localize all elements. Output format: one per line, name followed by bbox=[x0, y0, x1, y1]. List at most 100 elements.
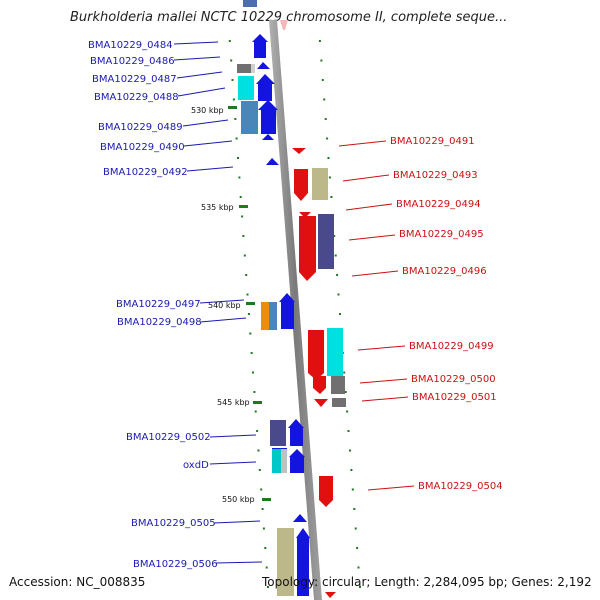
leader-line bbox=[348, 234, 396, 241]
gene-glyph-0484 bbox=[252, 34, 268, 58]
gene-label[interactable]: BMA10229_0484 bbox=[88, 40, 173, 51]
gene-label[interactable]: BMA10229_0488 bbox=[94, 92, 179, 103]
gene-label[interactable]: BMA10229_0501 bbox=[412, 392, 497, 403]
ruler-dot bbox=[254, 410, 257, 413]
kbp-tick-mark bbox=[253, 401, 262, 404]
gene-label[interactable]: BMA10229_0496 bbox=[402, 266, 487, 277]
gene-glyph-0499 bbox=[308, 330, 324, 380]
ruler-dot bbox=[343, 371, 346, 374]
chromosome-backbone bbox=[269, 20, 322, 600]
leader-line bbox=[209, 434, 257, 438]
gene-glyph-0498 bbox=[279, 293, 295, 329]
leader-line bbox=[177, 87, 226, 97]
leader-line bbox=[173, 41, 219, 45]
kbp-tick-540: 540 kbp bbox=[208, 301, 241, 310]
forward-gene-glyphs bbox=[237, 0, 310, 596]
gene-label[interactable]: BMA10229_0491 bbox=[390, 136, 475, 147]
ruler-dot bbox=[333, 235, 336, 237]
ruler-dot bbox=[347, 430, 350, 432]
forward-leader-lines bbox=[173, 41, 263, 564]
ruler-dot bbox=[265, 566, 268, 569]
gene-glyph-0505 bbox=[293, 514, 307, 522]
gene-glyph-0489 bbox=[258, 100, 278, 134]
leader-line bbox=[209, 461, 257, 465]
gene-label[interactable]: BMA10229_0500 bbox=[411, 374, 496, 385]
ruler-dot bbox=[324, 118, 327, 120]
leader-line bbox=[183, 140, 233, 147]
ruler-dot bbox=[353, 508, 356, 510]
gene-label[interactable]: BMA10229_0490 bbox=[100, 142, 185, 153]
ruler-dot bbox=[258, 469, 261, 471]
gene-glyph-0487-cap bbox=[251, 64, 255, 73]
gene-label[interactable]: BMA10229_0498 bbox=[117, 317, 202, 328]
ruler-dot bbox=[262, 527, 265, 530]
leader-line bbox=[361, 396, 409, 402]
gene-label[interactable]: BMA10229_0487 bbox=[92, 74, 177, 85]
gene-label[interactable]: BMA10229_0492 bbox=[103, 167, 188, 178]
ruler-dot bbox=[327, 157, 330, 159]
gene-glyph-0495 bbox=[299, 216, 316, 281]
kbp-tick-mark bbox=[228, 106, 237, 109]
gene-glyph-0506 bbox=[296, 528, 310, 596]
ruler-dot bbox=[321, 79, 324, 81]
gene-label[interactable]: BMA10229_0494 bbox=[396, 199, 481, 210]
ruler-dot bbox=[339, 313, 341, 315]
gene-label[interactable]: BMA10229_0505 bbox=[131, 518, 216, 529]
ruler-dot bbox=[253, 391, 256, 393]
gene-glyph-0502-box bbox=[270, 420, 286, 446]
ruler-dot bbox=[231, 79, 234, 81]
leader-line bbox=[199, 317, 247, 323]
ruler-dot bbox=[237, 157, 239, 159]
gene-glyph-0488-box bbox=[238, 76, 254, 100]
ruler-dot bbox=[230, 59, 233, 62]
ruler-dot bbox=[243, 254, 246, 257]
gene-label[interactable]: BMA10229_0495 bbox=[399, 229, 484, 240]
top-marker bbox=[280, 20, 288, 30]
kbp-tick-530: 530 kbp bbox=[191, 106, 224, 115]
gene-glyph-oxdD-box bbox=[272, 449, 281, 473]
gene-label[interactable]: BMA10229_0489 bbox=[98, 122, 183, 133]
ruler-dot bbox=[239, 196, 242, 198]
gene-glyph-0497-box2 bbox=[269, 302, 277, 330]
gene-label[interactable]: BMA10229_0486 bbox=[90, 56, 175, 67]
gene-glyph-0494 bbox=[299, 212, 311, 218]
reverse-gene-glyphs bbox=[292, 148, 346, 598]
gene-glyph-0489-box bbox=[241, 101, 258, 134]
leader-line bbox=[351, 270, 399, 277]
gene-glyph-0504 bbox=[319, 476, 333, 507]
gene-glyph-0500-box bbox=[331, 376, 345, 394]
gene-label[interactable]: BMA10229_0497 bbox=[116, 299, 201, 310]
leader-line bbox=[345, 203, 393, 211]
ruler-dot bbox=[328, 176, 331, 179]
leader-line bbox=[176, 71, 223, 79]
gene-label[interactable]: BMA10229_0493 bbox=[393, 170, 478, 181]
ruler-dot bbox=[326, 137, 329, 140]
ruler-dot bbox=[330, 196, 333, 198]
gene-glyph-0486 bbox=[257, 62, 270, 69]
gene-label[interactable]: BMA10229_0504 bbox=[418, 481, 503, 492]
gene-label[interactable]: oxdD bbox=[183, 460, 209, 471]
ruler-dot bbox=[359, 586, 361, 588]
reverse-gene-labels: BMA10229_0491 BMA10229_0493 BMA10229_049… bbox=[390, 136, 503, 492]
accession-label: Accession: NC_008835 bbox=[9, 575, 146, 589]
gene-glyph-0506-box bbox=[277, 528, 294, 596]
ruler-dot bbox=[350, 469, 353, 471]
gene-label[interactable]: BMA10229_0506 bbox=[133, 559, 218, 570]
ruler-dot bbox=[351, 488, 354, 491]
ruler-dot bbox=[256, 430, 259, 432]
ruler-dot bbox=[356, 547, 359, 549]
leader-line bbox=[342, 174, 390, 182]
kbp-tick-535: 535 kbp bbox=[201, 203, 234, 212]
ruler-dot bbox=[260, 488, 263, 491]
leader-line bbox=[367, 485, 415, 491]
ruler-dot bbox=[247, 313, 250, 315]
ruler-dot bbox=[246, 293, 249, 296]
ruler-dot bbox=[344, 391, 347, 393]
gene-glyph-0493 bbox=[294, 169, 308, 201]
leader-line bbox=[215, 561, 263, 564]
gene-label[interactable]: BMA10229_0499 bbox=[409, 341, 494, 352]
gene-label[interactable]: BMA10229_0502 bbox=[126, 432, 211, 443]
leader-line bbox=[182, 119, 229, 127]
ruler-dot bbox=[264, 547, 267, 549]
